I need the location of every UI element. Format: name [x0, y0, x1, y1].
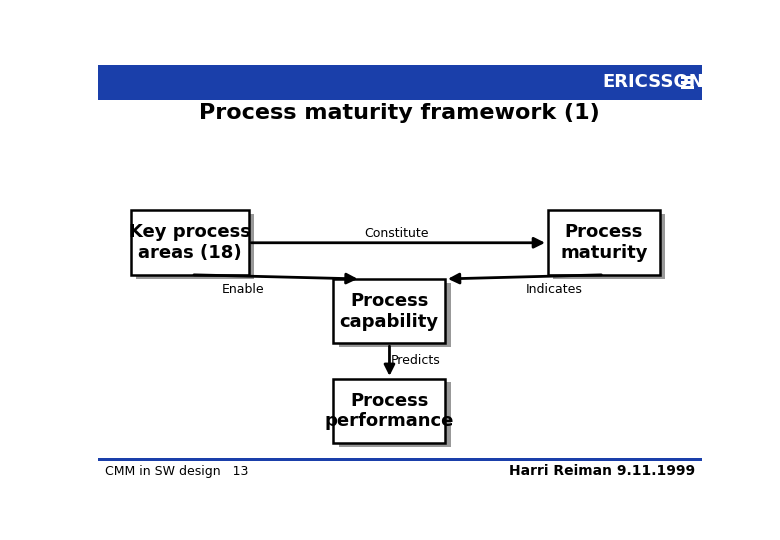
Text: Harri Reiman 9.11.1999: Harri Reiman 9.11.1999	[509, 464, 695, 478]
Text: Process
performance: Process performance	[324, 392, 454, 430]
Bar	[681, 76, 694, 79]
Text: Key process
areas (18): Key process areas (18)	[129, 223, 250, 262]
Bar	[339, 382, 451, 447]
Bar	[136, 214, 254, 279]
Text: Process maturity framework (1): Process maturity framework (1)	[200, 103, 600, 123]
Text: Process
maturity: Process maturity	[560, 223, 647, 262]
Text: Constitute: Constitute	[364, 227, 429, 240]
Text: Enable: Enable	[222, 283, 264, 296]
Bar	[339, 282, 451, 347]
Bar	[131, 210, 249, 275]
Bar	[333, 379, 445, 443]
Bar	[553, 214, 665, 279]
Bar	[681, 86, 694, 89]
Bar	[681, 81, 692, 84]
Bar	[98, 458, 702, 461]
Text: Process
capability: Process capability	[339, 292, 438, 330]
Bar	[333, 279, 445, 343]
Text: Predicts: Predicts	[392, 354, 441, 367]
Bar	[548, 210, 660, 275]
Bar	[98, 65, 702, 100]
Text: ERICSSON: ERICSSON	[602, 73, 704, 91]
Text: Indicates: Indicates	[526, 283, 583, 296]
Text: CMM in SW design   13: CMM in SW design 13	[105, 465, 248, 478]
